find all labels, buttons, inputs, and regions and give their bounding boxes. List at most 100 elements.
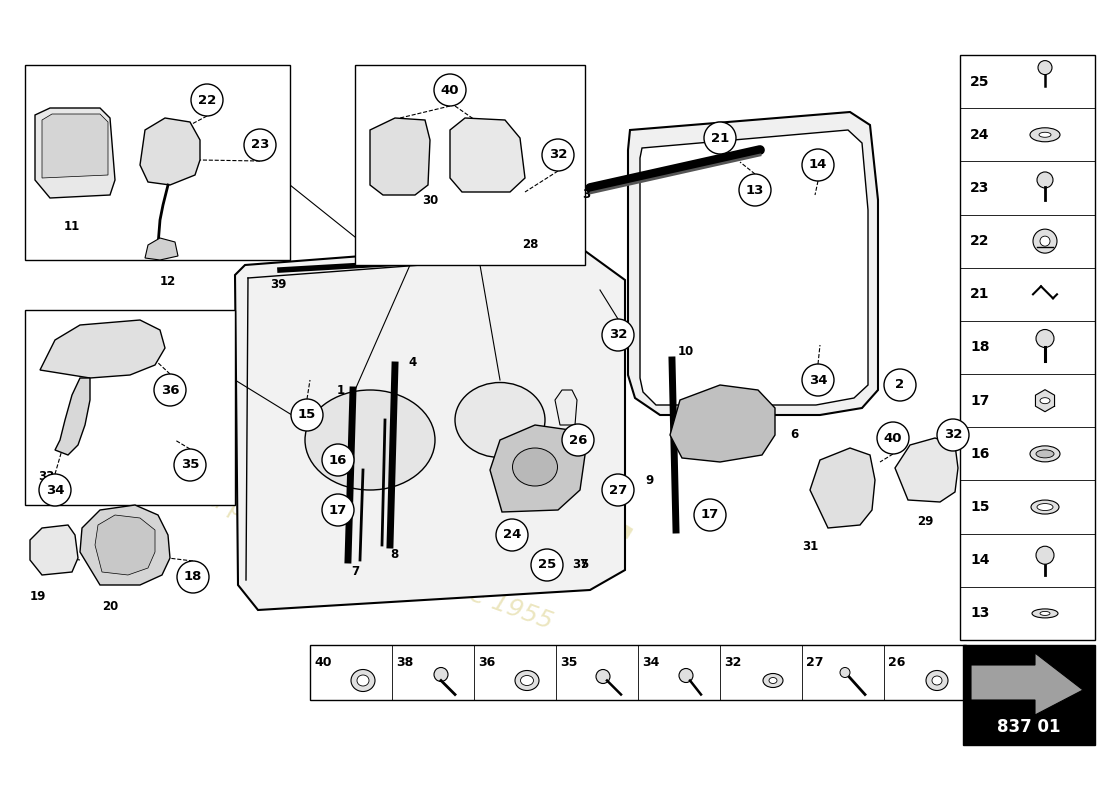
Text: 6: 6 (790, 429, 799, 442)
Polygon shape (370, 118, 430, 195)
Text: 31: 31 (802, 540, 818, 553)
Text: 17: 17 (970, 394, 989, 408)
Text: 40: 40 (314, 656, 331, 669)
Text: 26: 26 (569, 434, 587, 446)
Circle shape (1038, 61, 1052, 74)
Circle shape (174, 449, 206, 481)
Text: 22: 22 (198, 94, 216, 106)
Circle shape (322, 494, 354, 526)
Text: 28: 28 (521, 238, 538, 251)
Text: 18: 18 (184, 570, 202, 583)
Circle shape (704, 122, 736, 154)
Circle shape (937, 419, 969, 451)
Ellipse shape (351, 670, 375, 691)
Ellipse shape (769, 678, 777, 683)
Text: 25: 25 (970, 74, 990, 89)
Bar (310, 645, 966, 700)
Polygon shape (1035, 390, 1055, 412)
Text: 8: 8 (390, 548, 398, 561)
Polygon shape (810, 448, 875, 528)
Polygon shape (640, 130, 868, 405)
Text: 34: 34 (46, 483, 64, 497)
Ellipse shape (513, 448, 558, 486)
Text: 10: 10 (678, 345, 694, 358)
Ellipse shape (305, 390, 434, 490)
Circle shape (1037, 172, 1053, 188)
Text: 38: 38 (396, 656, 414, 669)
Ellipse shape (1032, 609, 1058, 618)
Polygon shape (30, 525, 78, 575)
Text: 37: 37 (572, 558, 588, 571)
Bar (25, 65, 290, 260)
Circle shape (177, 561, 209, 593)
Polygon shape (55, 378, 90, 455)
Text: 30: 30 (422, 194, 438, 206)
Circle shape (1036, 330, 1054, 347)
Text: 15: 15 (298, 409, 316, 422)
Circle shape (322, 444, 354, 476)
Bar (962, 645, 1094, 745)
Text: 32: 32 (724, 656, 741, 669)
Circle shape (562, 424, 594, 456)
Text: 14: 14 (970, 554, 990, 567)
Polygon shape (971, 653, 1084, 715)
Bar (355, 65, 585, 265)
Text: 29: 29 (916, 515, 933, 528)
Circle shape (884, 369, 916, 401)
Polygon shape (670, 385, 776, 462)
Polygon shape (42, 114, 108, 178)
Bar (960, 55, 1094, 640)
Text: 16: 16 (329, 454, 348, 466)
Circle shape (602, 474, 634, 506)
Text: 13: 13 (970, 606, 989, 621)
Circle shape (1036, 546, 1054, 564)
Text: 24: 24 (970, 128, 990, 142)
Text: 32: 32 (944, 429, 962, 442)
Text: 36: 36 (478, 656, 495, 669)
Text: 12: 12 (160, 275, 176, 288)
Text: 32: 32 (608, 329, 627, 342)
Text: 11: 11 (64, 220, 80, 233)
Circle shape (496, 519, 528, 551)
Polygon shape (40, 320, 165, 378)
Text: 21: 21 (711, 131, 729, 145)
Ellipse shape (1031, 500, 1059, 514)
Text: 32: 32 (549, 149, 568, 162)
Ellipse shape (1030, 128, 1060, 142)
Polygon shape (145, 238, 178, 260)
Circle shape (602, 319, 634, 351)
Polygon shape (140, 118, 200, 185)
Text: 35: 35 (560, 656, 578, 669)
Text: 18: 18 (970, 341, 990, 354)
Text: 39: 39 (270, 278, 286, 291)
Circle shape (434, 667, 448, 682)
Circle shape (679, 669, 693, 682)
Polygon shape (895, 438, 958, 502)
Text: 1: 1 (337, 383, 345, 397)
Text: 19: 19 (30, 590, 46, 603)
Text: 3: 3 (582, 189, 590, 202)
Ellipse shape (1036, 450, 1054, 458)
Ellipse shape (763, 674, 783, 687)
Polygon shape (35, 108, 116, 198)
Circle shape (191, 84, 223, 116)
Text: 36: 36 (161, 383, 179, 397)
Circle shape (596, 670, 611, 683)
Circle shape (434, 74, 466, 106)
Circle shape (244, 129, 276, 161)
Text: 2: 2 (895, 378, 904, 391)
Polygon shape (556, 390, 578, 425)
Ellipse shape (358, 675, 368, 686)
Circle shape (840, 667, 850, 678)
Text: 23: 23 (251, 138, 270, 151)
Circle shape (1033, 229, 1057, 253)
Ellipse shape (1040, 398, 1050, 404)
Text: 14: 14 (808, 158, 827, 171)
Text: 27: 27 (609, 483, 627, 497)
Circle shape (292, 399, 323, 431)
Text: 34: 34 (642, 656, 659, 669)
Text: eurocars: eurocars (217, 369, 644, 591)
Circle shape (154, 374, 186, 406)
Text: 33: 33 (39, 470, 54, 483)
Polygon shape (95, 515, 155, 575)
